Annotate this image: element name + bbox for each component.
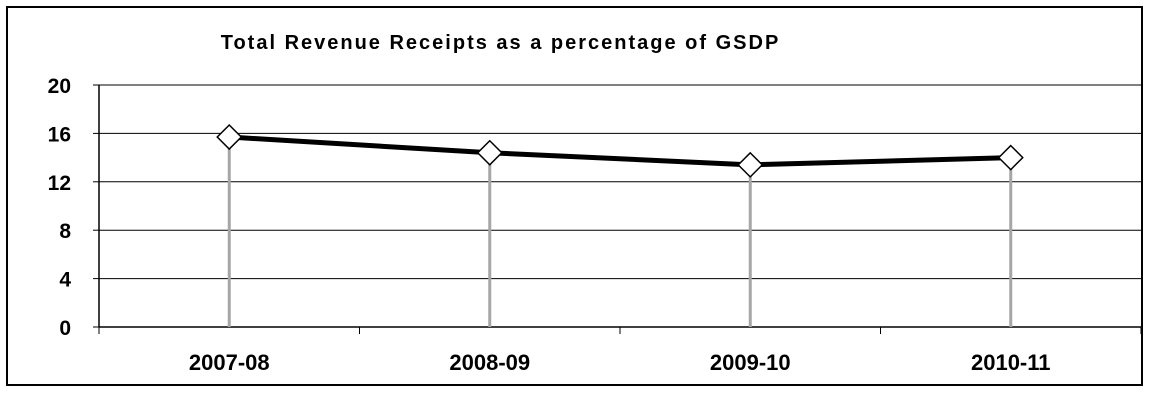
y-tick-label: 12 xyxy=(48,172,71,195)
chart-title: Total Revenue Receipts as a percentage o… xyxy=(220,32,781,54)
data-point-marker xyxy=(216,123,243,151)
y-tick-label: 0 xyxy=(59,317,71,340)
y-tick-label: 8 xyxy=(59,220,71,243)
x-tick-label: 2007-08 xyxy=(189,350,270,375)
data-point-marker xyxy=(737,151,764,178)
series-line xyxy=(229,134,1011,168)
y-tick-label: 16 xyxy=(48,123,71,146)
x-tick-label: 2010-11 xyxy=(971,350,1051,375)
data-point-marker xyxy=(476,139,503,166)
y-tick-label: 4 xyxy=(59,269,71,292)
data-point-marker xyxy=(997,144,1024,171)
y-tick-label: 20 xyxy=(48,75,71,98)
axis-labels: 0 4 8 12 16 20 2007-08 2008-09 2009-10 2010-11 xyxy=(48,75,1051,375)
x-tick-label: 2008-09 xyxy=(449,350,530,375)
series xyxy=(216,123,1024,178)
drop-lines xyxy=(227,137,1013,327)
x-tick-label: 2009-10 xyxy=(710,350,791,375)
chart-frame xyxy=(6,6,1143,386)
axes xyxy=(93,84,1142,334)
gridlines xyxy=(99,84,1141,280)
